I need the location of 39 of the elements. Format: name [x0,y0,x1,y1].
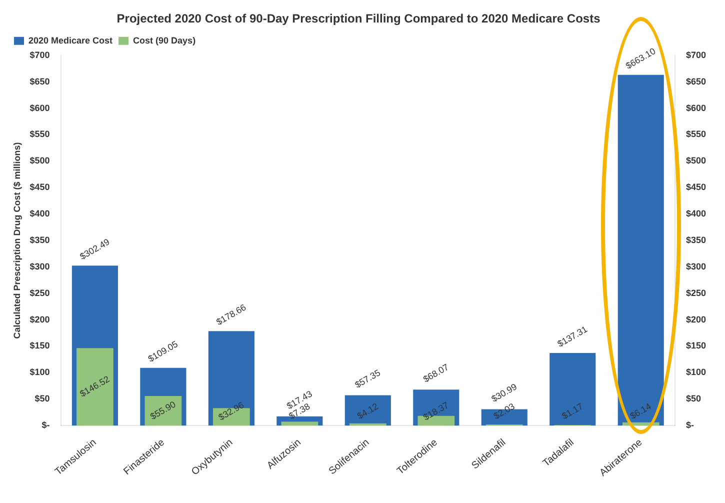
y2-tick-label: $500 [686,156,706,166]
y-tick-label: $50 [34,394,50,404]
y-tick-label: $- [42,420,50,430]
y2-tick-label: $400 [686,208,706,219]
y2-tick-label: $250 [686,288,706,298]
y-tick-label: $300 [30,261,50,272]
y2-tick-label: $700 [686,50,706,60]
y2-tick-label: $- [686,420,694,430]
y2-tick-label: $300 [686,261,706,272]
y-tick-label: $700 [30,50,50,60]
y-tick-label: $100 [30,367,50,378]
y-tick-label: $350 [30,234,50,245]
y-tick-label: $550 [30,129,50,140]
y2-tick-label: $50 [686,394,702,404]
y2-tick-label: $150 [686,340,706,351]
y-tick-label: $650 [30,76,50,86]
bar [76,348,114,426]
y2-tick-label: $650 [686,76,706,86]
y-tick-label: $150 [30,340,50,351]
y-tick-label: $400 [30,208,50,219]
y-tick-label: $600 [30,102,50,113]
y2-tick-label: $550 [686,129,706,140]
y2-tick-label: $100 [686,367,706,378]
bar [349,423,386,426]
y-tick-label: $500 [30,156,50,166]
y-tick-label: $200 [30,314,50,324]
bar [344,395,391,426]
y-tick-label: $450 [30,182,50,192]
y-axis-title: Calculated Prescription Drug Cost ($ millions) [12,142,22,339]
legend-label: 2020 Medicare Cost [28,35,113,46]
bar [550,352,596,426]
chart-title: Projected 2020 Cost of 90-Day Prescription Filling Compared to 2020 Medicare Costs [116,12,601,26]
legend-label: Cost (90 Days) [133,35,196,46]
y2-tick-label: $600 [686,102,706,113]
y-tick-label: $250 [30,288,50,298]
y2-tick-label: $200 [686,314,706,324]
y2-tick-label: $450 [686,182,706,192]
y2-tick-label: $350 [686,234,706,245]
bar [281,422,318,426]
